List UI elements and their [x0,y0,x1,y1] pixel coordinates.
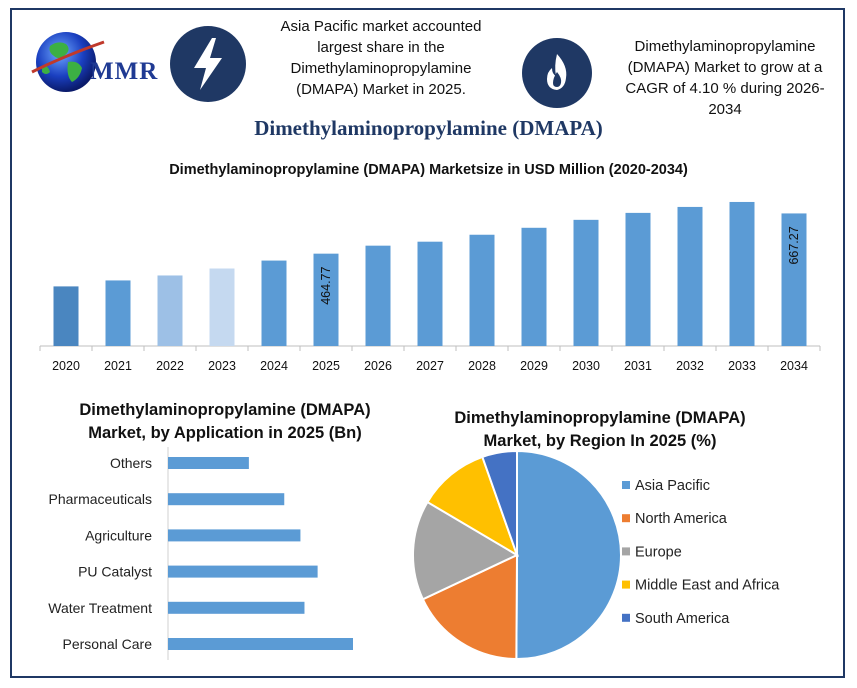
main-title: Dimethylaminopropylamine (DMAPA) [254,116,603,140]
bar-2033 [729,201,755,346]
legend-label: Europe [635,544,682,560]
x-tick-label: 2024 [260,359,288,373]
bar-2028 [469,234,495,346]
note-right: Dimethylaminopropylamine (DMAPA) Market … [625,38,825,118]
bar-2029 [521,227,547,346]
x-tick-label: 2023 [208,359,236,373]
note-left: Asia Pacific market accounted largest sh… [280,18,482,98]
bar-2027 [417,241,443,346]
market-size-bar-chart: 2020 2021 2022 2023 2024 2025 464.77 2026 2027 20… [39,201,821,373]
bar-2025 [313,253,339,346]
bar-2022 [157,275,183,346]
pie-slice-middle-east-and-africa [426,455,519,558]
x-tick-label: 2025 [312,359,340,373]
legend-label: South America [635,611,730,627]
bar-2021 [105,280,131,346]
legend-swatch [622,481,630,489]
lightning-icon [170,26,246,102]
bar-chart-title: Dimethylaminopropylamine (DMAPA) Markets… [169,162,688,178]
category-label: PU Catalyst [78,564,152,580]
hbar-pu-catalyst [168,565,318,578]
bar-2023 [209,268,235,346]
pie-slice-south-america [481,449,518,556]
flame-icon [522,38,592,108]
data-label: 464.77 [319,266,333,304]
legend-label: Middle East and Africa [635,578,780,594]
region-chart-title: Dimethylaminopropylamine (DMAPA) Market,… [454,409,746,450]
x-tick-label: 2034 [780,359,808,373]
bar-2031 [625,212,651,346]
pie-slice-asia-pacific [515,449,622,660]
legend-label: North America [635,511,728,527]
pie-slice-north-america [421,553,519,661]
category-label: Others [110,455,152,471]
x-tick-label: 2027 [416,359,444,373]
legend-swatch [622,580,630,589]
pie-slice-europe [412,500,520,601]
legend-label: Asia Pacific [635,478,710,494]
legend-swatch [622,547,630,556]
hbar-agriculture [168,529,301,542]
x-tick-label: 2030 [572,359,600,373]
bar-2034 [781,213,807,346]
bar-2032 [677,206,703,346]
globe-icon [31,32,105,92]
hbar-personal-care [168,638,353,650]
category-label: Water Treatment [48,600,152,616]
x-tick-label: 2032 [676,359,704,373]
hbar-water-treatment [168,601,305,614]
data-label: 667.27 [787,226,801,264]
category-label: Personal Care [63,636,153,652]
x-tick-label: 2020 [52,359,80,373]
hbar-pharmaceuticals [168,493,285,506]
bar-2030 [573,219,599,346]
category-label: Agriculture [85,527,152,543]
legend-swatch [622,514,630,523]
category-label: Pharmaceuticals [49,491,153,507]
application-bar-chart: Others Pharmaceuticals Agriculture PU Catal… [48,447,353,660]
bar-2020 [53,286,79,346]
x-tick-label: 2029 [520,359,548,373]
bar-2026 [365,245,391,346]
logo-text: MMR [90,58,159,85]
x-tick-label: 2028 [468,359,496,373]
x-tick-label: 2031 [624,359,652,373]
infographic-frame [10,8,845,678]
legend-swatch [622,613,630,622]
application-chart-title: Dimethylaminopropylamine (DMAPA) Market,… [79,401,371,442]
x-tick-label: 2026 [364,359,392,373]
x-tick-label: 2022 [156,359,184,373]
x-tick-label: 2021 [104,359,132,373]
region-pie-chart: Asia Pacific North America Europe Middle Ea… [412,449,780,661]
bar-2024 [261,260,287,346]
x-tick-label: 2033 [728,359,756,373]
hbar-others [168,457,249,469]
